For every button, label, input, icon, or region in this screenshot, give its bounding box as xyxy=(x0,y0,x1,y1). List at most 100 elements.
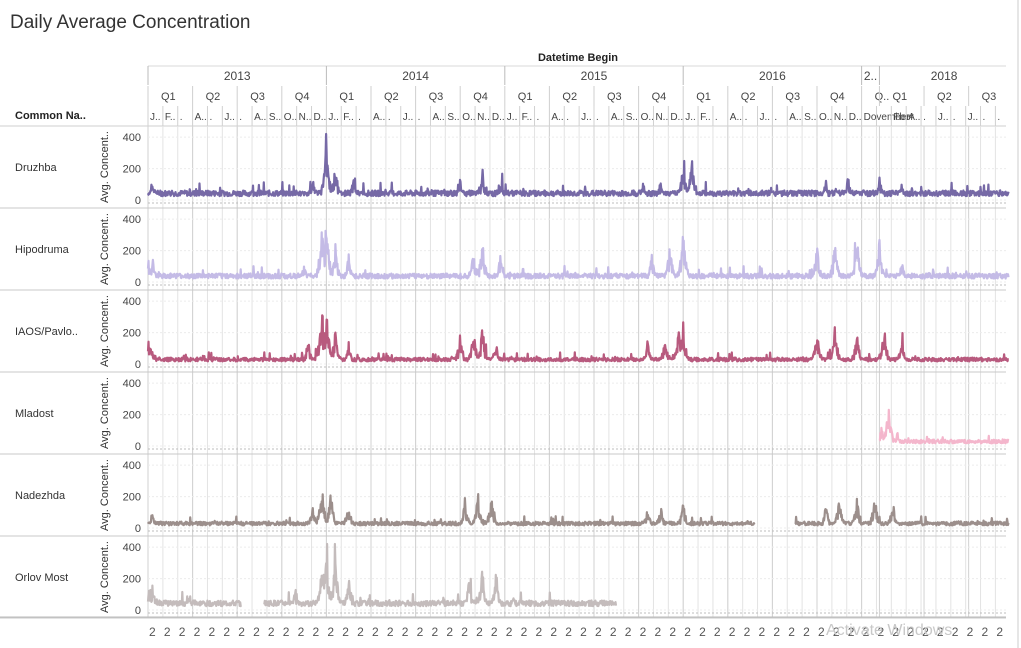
month-label-10: N.. xyxy=(299,112,312,123)
month-label-57: . xyxy=(997,112,1000,123)
bottom-tick-label: 2 xyxy=(164,625,171,639)
bottom-tick-label: 2 xyxy=(967,625,974,639)
y-tick-label: 0 xyxy=(135,277,141,289)
bottom-tick-label: 2 xyxy=(194,625,201,639)
quarter-label-17: Q1 xyxy=(892,91,907,103)
bottom-tick-label: 2 xyxy=(476,625,483,639)
y-tick-label: 200 xyxy=(123,328,141,340)
quarter-label-15: Q4 xyxy=(830,91,845,103)
month-label-34: N.. xyxy=(655,112,668,123)
bottom-tick-label: 2 xyxy=(996,625,1003,639)
month-label-39: A.. xyxy=(730,112,742,123)
y-axis-label-2: Avg. Concent.. xyxy=(99,295,111,367)
quarter-label-6: Q3 xyxy=(429,91,444,103)
y-axis-label-3: Avg. Concent.. xyxy=(99,377,111,449)
month-label-5: J.. xyxy=(224,112,235,123)
quarter-label-7: Q4 xyxy=(473,91,488,103)
y-tick-label: 200 xyxy=(123,164,141,176)
bottom-tick-label: 2 xyxy=(565,625,572,639)
month-label-45: O.. xyxy=(819,112,832,123)
quarter-label-2: Q3 xyxy=(250,91,265,103)
bottom-tick-label: 2 xyxy=(877,625,884,639)
column-header-title: Datetime Begin xyxy=(538,52,618,64)
row-header-label[interactable]: Common Na.. xyxy=(15,110,86,122)
year-label-0: 2013 xyxy=(224,69,251,83)
bottom-tick-label: 2 xyxy=(550,625,557,639)
month-label-1: F.. xyxy=(165,112,176,123)
bottom-tick-label: 2 xyxy=(342,625,349,639)
month-label-31: A.. xyxy=(611,112,623,123)
bottom-tick-label: 2 xyxy=(982,625,989,639)
bottom-tick-label: 2 xyxy=(892,625,899,639)
bottom-tick-label: 2 xyxy=(357,625,364,639)
month-label-29: J.. xyxy=(581,112,592,123)
month-label-56: . xyxy=(983,112,986,123)
month-label-3: A.. xyxy=(195,112,207,123)
y-axis-label-1: Avg. Concent.. xyxy=(99,213,111,285)
bottom-tick-label: 2 xyxy=(372,625,379,639)
bottom-tick-label: 2 xyxy=(863,625,870,639)
page-title: Daily Average Concentration xyxy=(10,12,251,33)
bottom-tick-label: 2 xyxy=(610,625,617,639)
month-label-15: A.. xyxy=(373,112,385,123)
month-label-22: N.. xyxy=(477,112,490,123)
series-line-4-0 xyxy=(147,493,756,527)
bottom-tick-label: 2 xyxy=(461,625,468,639)
month-label-14: . xyxy=(358,112,361,123)
bottom-tick-label: 2 xyxy=(907,625,914,639)
row-label-1: Hipodruma xyxy=(15,244,70,256)
month-label-41: J.. xyxy=(760,112,771,123)
bottom-tick-label: 2 xyxy=(848,625,855,639)
quarter-label-12: Q1 xyxy=(696,91,711,103)
quarter-label-0: Q1 xyxy=(161,91,176,103)
month-label-8: S.. xyxy=(269,112,281,123)
bottom-tick-label: 2 xyxy=(595,625,602,639)
y-tick-label: 200 xyxy=(123,410,141,422)
month-label-2: . xyxy=(180,112,183,123)
month-label-47: D.. xyxy=(849,112,862,123)
month-label-32: S.. xyxy=(626,112,638,123)
y-tick-label: 0 xyxy=(135,195,141,207)
y-tick-label: 400 xyxy=(123,378,141,390)
series-line-4-1 xyxy=(794,497,1010,527)
bottom-tick-label: 2 xyxy=(833,625,840,639)
series-line-3-0 xyxy=(878,408,1010,445)
month-label-6: . xyxy=(239,112,242,123)
bottom-tick-label: 2 xyxy=(729,625,736,639)
bottom-tick-label: 2 xyxy=(402,625,409,639)
y-tick-label: 0 xyxy=(135,523,141,535)
bottom-tick-label: 2 xyxy=(937,625,944,639)
month-label-51: A.. xyxy=(908,112,920,123)
month-label-17: J.. xyxy=(403,112,414,123)
month-label-40: . xyxy=(745,112,748,123)
bottom-tick-label: 2 xyxy=(283,625,290,639)
month-label-16: . xyxy=(388,112,391,123)
series-line-2-0 xyxy=(146,314,1010,363)
bottom-tick-label: 2 xyxy=(803,625,810,639)
month-label-11: D.. xyxy=(314,112,327,123)
quarter-label-19: Q3 xyxy=(982,91,997,103)
month-label-20: S.. xyxy=(447,112,459,123)
y-axis-label-5: Avg. Concent.. xyxy=(99,541,111,613)
month-label-25: F.. xyxy=(522,112,533,123)
bottom-tick-label: 2 xyxy=(253,625,260,639)
month-label-36: J.. xyxy=(685,112,696,123)
quarter-label-5: Q2 xyxy=(384,91,399,103)
month-label-23: D.. xyxy=(492,112,505,123)
bottom-tick-label: 2 xyxy=(298,625,305,639)
bottom-tick-label: 2 xyxy=(625,625,632,639)
y-tick-label: 0 xyxy=(135,441,141,453)
bottom-tick-label: 2 xyxy=(179,625,186,639)
quarter-label-3: Q4 xyxy=(295,91,310,103)
year-label-4: 2.. xyxy=(864,69,877,83)
row-label-2: IAOS/Pavlo.. xyxy=(15,326,78,338)
bottom-tick-label: 2 xyxy=(387,625,394,639)
month-label-50: Fber xyxy=(893,112,914,123)
bottom-tick-label: 2 xyxy=(327,625,334,639)
year-label-3: 2016 xyxy=(759,69,786,83)
month-label-48: Dovember xyxy=(864,112,911,123)
quarter-label-10: Q3 xyxy=(607,91,622,103)
month-label-28: . xyxy=(566,112,569,123)
month-label-21: O.. xyxy=(462,112,475,123)
month-label-13: F.. xyxy=(343,112,354,123)
